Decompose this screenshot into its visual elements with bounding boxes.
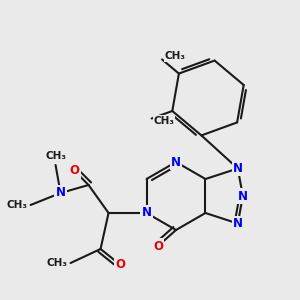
Text: O: O	[116, 259, 126, 272]
Text: CH₃: CH₃	[45, 151, 66, 161]
Text: N: N	[233, 162, 243, 175]
Text: CH₃: CH₃	[164, 51, 185, 62]
Text: O: O	[70, 164, 80, 178]
Text: N: N	[56, 187, 66, 200]
Text: N: N	[238, 190, 248, 202]
Text: N: N	[142, 206, 152, 220]
Text: O: O	[153, 239, 163, 253]
Text: CH₃: CH₃	[46, 258, 68, 268]
Text: CH₃: CH₃	[154, 116, 175, 125]
Text: N: N	[171, 155, 181, 169]
Text: CH₃: CH₃	[7, 200, 28, 210]
Text: N: N	[233, 217, 243, 230]
